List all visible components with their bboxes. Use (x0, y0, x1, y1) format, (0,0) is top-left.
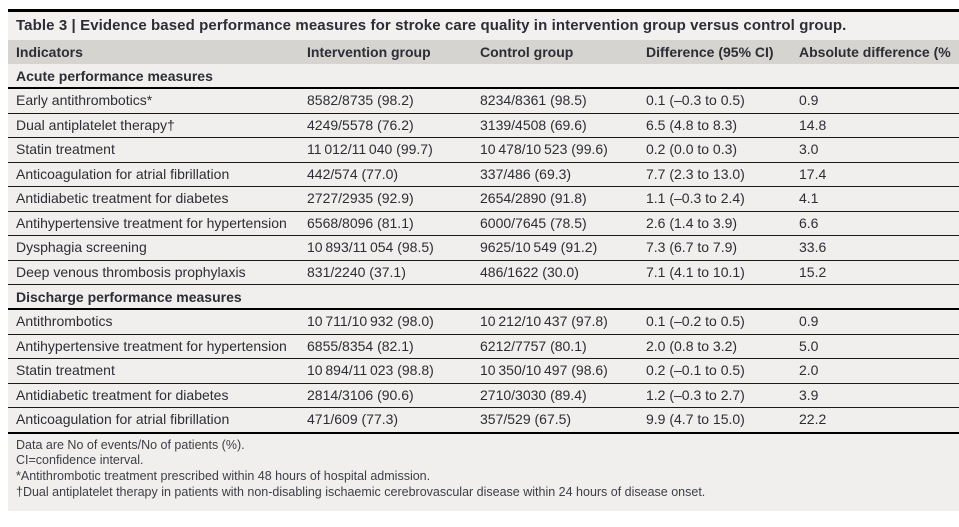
table-row: Anticoagulation for atrial fibrillation 4… (8, 162, 959, 187)
intervention-cell: 11 012/11 040 (99.7) (299, 137, 472, 163)
indicator-cell: Statin treatment (8, 358, 299, 384)
table-row: Statin treatment 10 894/11 023 (98.8) 10 3… (8, 358, 959, 384)
intervention-cell: 4249/5578 (76.2) (299, 113, 472, 138)
table-row: Antihypertensive treatment for hypertens… (8, 334, 959, 359)
control-cell: 9625/10 549 (91.2) (472, 235, 638, 261)
control-cell: 486/1622 (30.0) (472, 260, 638, 285)
absolute-difference-cell: 4.1 (791, 186, 959, 212)
absolute-difference-cell: 0.9 (791, 309, 959, 335)
absolute-difference-cell: 6.6 (791, 211, 959, 236)
table-row: Early antithrombotics* 8582/8735 (98.2) 82… (8, 88, 959, 114)
control-cell: 357/529 (67.5) (472, 407, 638, 434)
column-header-difference: Difference (95% CI) (638, 40, 791, 64)
control-cell: 8234/8361 (98.5) (472, 88, 638, 114)
absolute-difference-cell: 15.2 (791, 260, 959, 285)
section-header-row: Acute performance measures (8, 64, 959, 89)
indicator-cell: Early antithrombotics* (8, 88, 299, 114)
difference-cell: 7.3 (6.7 to 7.9) (638, 235, 791, 261)
control-cell: 6212/7757 (80.1) (472, 334, 638, 359)
intervention-cell: 10 894/11 023 (98.8) (299, 358, 472, 384)
difference-cell: 0.2 (–0.1 to 0.5) (638, 358, 791, 384)
indicator-cell: Deep venous thrombosis prophylaxis (8, 260, 299, 285)
column-header-absolute-difference: Absolute difference (% (791, 40, 959, 64)
footnote-line: Data are No of events/No of patients (%)… (16, 437, 245, 452)
intervention-cell: 10 711/10 932 (98.0) (299, 309, 472, 335)
difference-cell: 7.1 (4.1 to 10.1) (638, 260, 791, 285)
difference-cell: 1.1 (–0.3 to 2.4) (638, 186, 791, 212)
indicator-cell: Antihypertensive treatment for hypertens… (8, 211, 299, 236)
indicator-cell: Antithrombotics (8, 309, 299, 335)
difference-cell: 9.9 (4.7 to 15.0) (638, 407, 791, 434)
table-row: Statin treatment 11 012/11 040 (99.7) 10 4… (8, 137, 959, 163)
indicator-cell: Statin treatment (8, 137, 299, 163)
table-row: Antihypertensive treatment for hypertens… (8, 211, 959, 236)
footnote-line: CI=confidence interval. (16, 453, 144, 468)
table-footnotes: Data are No of events/No of patients (%)… (8, 433, 959, 511)
intervention-cell: 2814/3106 (90.6) (299, 383, 472, 408)
footnote-line: *Antithrombotic treatment prescribed wit… (16, 469, 431, 483)
absolute-difference-cell: 5.0 (791, 334, 959, 359)
table-row: Antithrombotics 10 711/10 932 (98.0) 10 21… (8, 309, 959, 335)
indicator-cell: Dysphagia screening (8, 235, 299, 261)
absolute-difference-cell: 33.6 (791, 235, 959, 261)
evidence-table: Indicators Intervention group Control grou… (8, 40, 959, 434)
control-cell: 2654/2890 (91.8) (472, 186, 638, 212)
absolute-difference-cell: 2.0 (791, 358, 959, 384)
intervention-cell: 471/609 (77.3) (299, 407, 472, 434)
indicator-cell: Antihypertensive treatment for hypertens… (8, 334, 299, 359)
column-header-row: Indicators Intervention group Control grou… (8, 40, 959, 64)
section-header-label: Discharge performance measures (8, 284, 959, 310)
difference-cell: 2.0 (0.8 to 3.2) (638, 334, 791, 359)
column-header-control-group: Control group (472, 40, 638, 64)
indicator-cell: Antidiabetic treatment for diabetes (8, 186, 299, 212)
indicator-cell: Anticoagulation for atrial fibrillation (8, 162, 299, 187)
absolute-difference-cell: 17.4 (791, 162, 959, 187)
control-cell: 10 478/10 523 (99.6) (472, 137, 638, 163)
table-row: Dysphagia screening 10 893/11 054 (98.5) 9… (8, 235, 959, 261)
intervention-cell: 10 893/11 054 (98.5) (299, 235, 472, 261)
control-cell: 10 212/10 437 (97.8) (472, 309, 638, 335)
difference-cell: 6.5 (4.8 to 8.3) (638, 113, 791, 138)
control-cell: 2710/3030 (89.4) (472, 383, 638, 408)
table-row: Antidiabetic treatment for diabetes 2727/… (8, 186, 959, 212)
intervention-cell: 2727/2935 (92.9) (299, 186, 472, 212)
table-row: Antidiabetic treatment for diabetes 2814/… (8, 383, 959, 408)
table-row: Dual antiplatelet therapy† 4249/5578 (76.… (8, 113, 959, 138)
column-header-indicators: Indicators (8, 40, 299, 64)
intervention-cell: 6568/8096 (81.1) (299, 211, 472, 236)
difference-cell: 1.2 (–0.3 to 2.7) (638, 383, 791, 408)
absolute-difference-cell: 3.9 (791, 383, 959, 408)
table-row: Anticoagulation for atrial fibrillation 4… (8, 407, 959, 434)
section-header-row: Discharge performance measures (8, 284, 959, 310)
control-cell: 6000/7645 (78.5) (472, 211, 638, 236)
difference-cell: 2.6 (1.4 to 3.9) (638, 211, 791, 236)
absolute-difference-cell: 0.9 (791, 88, 959, 114)
difference-cell: 0.1 (–0.2 to 0.5) (638, 309, 791, 335)
intervention-cell: 6855/8354 (82.1) (299, 334, 472, 359)
column-header-intervention-group: Intervention group (299, 40, 472, 64)
table-row: Deep venous thrombosis prophylaxis 831/22… (8, 260, 959, 285)
footnote-line: †Dual antiplatelet therapy in patients w… (16, 484, 706, 499)
difference-cell: 0.1 (–0.3 to 0.5) (638, 88, 791, 114)
difference-cell: 7.7 (2.3 to 13.0) (638, 162, 791, 187)
intervention-cell: 8582/8735 (98.2) (299, 88, 472, 114)
section-header-label: Acute performance measures (8, 64, 959, 89)
indicator-cell: Antidiabetic treatment for diabetes (8, 383, 299, 408)
intervention-cell: 831/2240 (37.1) (299, 260, 472, 285)
indicator-cell: Anticoagulation for atrial fibrillation (8, 407, 299, 434)
difference-cell: 0.2 (0.0 to 0.3) (638, 137, 791, 163)
absolute-difference-cell: 22.2 (791, 407, 959, 434)
indicator-cell: Dual antiplatelet therapy† (8, 113, 299, 138)
control-cell: 3139/4508 (69.6) (472, 113, 638, 138)
control-cell: 337/486 (69.3) (472, 162, 638, 187)
control-cell: 10 350/10 497 (98.6) (472, 358, 638, 384)
table-title: Table 3 | Evidence based performance mea… (8, 9, 959, 40)
intervention-cell: 442/574 (77.0) (299, 162, 472, 187)
table-3-figure: Table 3 | Evidence based performance mea… (8, 9, 959, 511)
absolute-difference-cell: 3.0 (791, 137, 959, 163)
absolute-difference-cell: 14.8 (791, 113, 959, 138)
